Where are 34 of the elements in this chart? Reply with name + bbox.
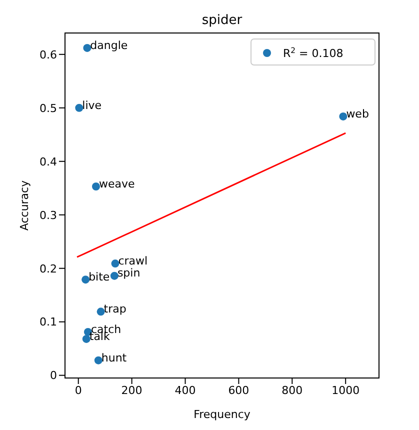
point [94,356,102,364]
y-tick-label: 0 [50,369,57,382]
point [339,112,348,120]
y-tick-label: 0.5 [40,102,57,115]
annotation: crawl [118,254,148,268]
annotation: web [346,107,369,120]
y-tick-label: 0.2 [40,262,57,276]
y-tick-label: 0.3 [40,208,57,222]
point [82,334,90,343]
chart-title: spider [202,13,243,28]
x-axis-title: Frequency [194,408,251,421]
y-tick-label: 0.4 [40,155,57,168]
x-tick-label: 0 [74,384,82,397]
x-tick-label: 800 [282,384,303,397]
x-tick-label: 200 [121,384,142,397]
y-axis-title: Accuracy [18,180,31,231]
annotation: trap [104,302,126,316]
point [111,260,120,268]
x-tick-label: 1000 [332,384,360,397]
legend-label: R$^{2}$ = 0.108 [283,46,344,60]
point [110,272,118,280]
annotation: hunt [101,351,128,364]
annotation: weave [99,177,136,190]
annotation: live [82,98,102,112]
y-tick-label: 0.1 [40,316,57,329]
annotation: dangle [90,38,128,52]
x-tick-label: 600 [228,384,250,397]
annotation: bite [88,270,110,284]
point [82,276,90,284]
point [92,182,100,191]
annotation: spin [117,266,140,280]
y-tick-label: 0.6 [40,48,57,62]
point [75,104,84,112]
x-tick-label: 400 [174,384,196,397]
